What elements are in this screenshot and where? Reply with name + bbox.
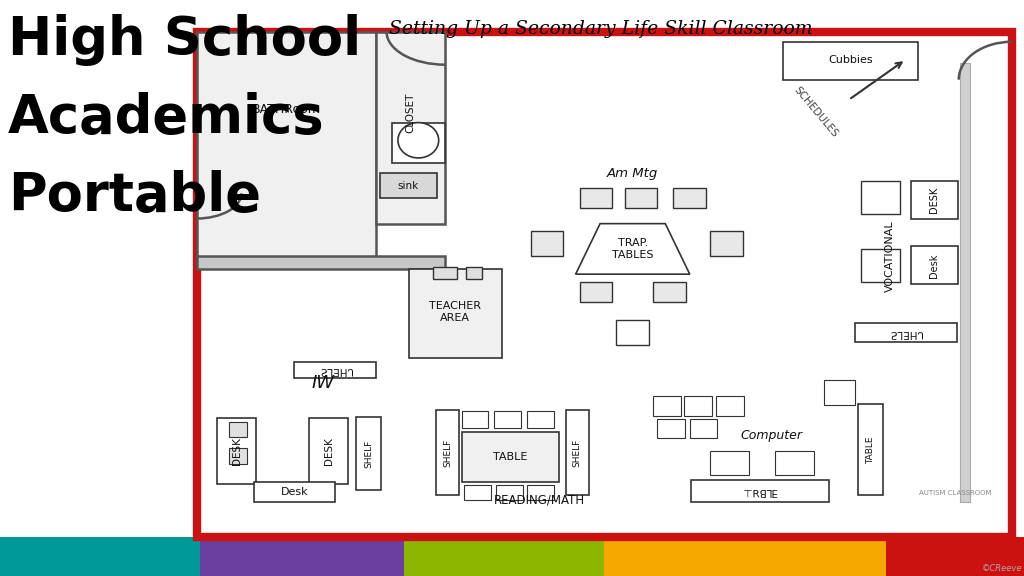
Text: SHELF: SHELF bbox=[572, 438, 582, 467]
Text: DESK: DESK bbox=[231, 437, 242, 465]
Bar bbox=[229, 422, 247, 437]
Bar bbox=[910, 181, 957, 218]
Bar bbox=[625, 188, 657, 209]
Bar bbox=[466, 267, 482, 279]
Bar bbox=[566, 410, 589, 495]
Text: SHELF: SHELF bbox=[365, 439, 373, 468]
Bar bbox=[392, 123, 445, 163]
Bar bbox=[254, 482, 335, 502]
Bar bbox=[910, 247, 957, 285]
Bar bbox=[433, 267, 458, 279]
Bar bbox=[710, 231, 742, 256]
Bar bbox=[530, 231, 563, 256]
Ellipse shape bbox=[398, 123, 438, 158]
Bar bbox=[462, 411, 488, 428]
Bar bbox=[716, 396, 743, 416]
Bar bbox=[653, 282, 686, 302]
Text: ©CReeve: ©CReeve bbox=[981, 564, 1022, 573]
Bar bbox=[616, 320, 649, 345]
Bar bbox=[526, 486, 554, 501]
Bar bbox=[674, 188, 707, 209]
Bar bbox=[436, 410, 459, 495]
Bar bbox=[404, 537, 604, 576]
Bar bbox=[690, 480, 829, 502]
Bar bbox=[580, 282, 612, 302]
Text: Desk: Desk bbox=[281, 487, 308, 498]
Text: TEACHER
AREA: TEACHER AREA bbox=[429, 301, 481, 323]
Bar bbox=[495, 411, 521, 428]
Bar bbox=[197, 32, 1012, 537]
Bar bbox=[775, 451, 814, 475]
Text: ᒐHELƧ: ᒐHELƧ bbox=[889, 328, 923, 338]
Text: DESK: DESK bbox=[929, 187, 939, 213]
Bar bbox=[783, 42, 918, 79]
Text: IW: IW bbox=[311, 374, 335, 392]
Bar bbox=[309, 418, 348, 484]
Bar bbox=[861, 181, 900, 214]
Bar bbox=[295, 362, 376, 378]
Text: ƎLBꓤ⊥: ƎLBꓤ⊥ bbox=[742, 486, 777, 497]
Text: sink: sink bbox=[398, 181, 419, 191]
Bar bbox=[229, 449, 247, 464]
Text: SHELF: SHELF bbox=[443, 438, 453, 467]
Text: Academics: Academics bbox=[8, 92, 325, 144]
Bar bbox=[961, 63, 970, 502]
Text: READING/MATH: READING/MATH bbox=[494, 494, 585, 506]
Bar bbox=[0, 537, 200, 576]
Bar bbox=[855, 323, 957, 342]
Bar bbox=[657, 419, 685, 438]
Bar bbox=[580, 188, 612, 209]
Bar bbox=[356, 417, 381, 490]
Bar bbox=[462, 432, 559, 482]
Text: SCHEDULES: SCHEDULES bbox=[793, 85, 840, 140]
Text: AUTISM CLASSROOM: AUTISM CLASSROOM bbox=[919, 490, 991, 497]
Text: Desk: Desk bbox=[929, 253, 939, 278]
Bar bbox=[496, 486, 522, 501]
Text: Cubbies: Cubbies bbox=[828, 55, 873, 66]
Text: Portable: Portable bbox=[8, 170, 261, 222]
Text: TABLE: TABLE bbox=[494, 452, 527, 462]
Text: High School: High School bbox=[8, 14, 361, 66]
Bar bbox=[684, 396, 712, 416]
Bar bbox=[197, 32, 376, 259]
Text: TABLE: TABLE bbox=[866, 436, 876, 464]
Bar bbox=[824, 380, 855, 406]
Bar bbox=[376, 32, 445, 223]
Bar bbox=[604, 537, 886, 576]
Bar bbox=[409, 269, 502, 358]
Bar bbox=[380, 173, 437, 198]
Text: Computer: Computer bbox=[740, 429, 802, 442]
Bar bbox=[710, 451, 750, 475]
Text: Setting Up a Secondary Life Skill Classroom: Setting Up a Secondary Life Skill Classr… bbox=[389, 20, 813, 38]
Bar bbox=[690, 419, 718, 438]
Text: ᒐHELƧ: ᒐHELƧ bbox=[318, 365, 351, 374]
Polygon shape bbox=[575, 223, 690, 274]
Text: CLOSET: CLOSET bbox=[406, 92, 415, 132]
Bar bbox=[858, 404, 883, 495]
Bar bbox=[217, 418, 256, 484]
Bar bbox=[197, 256, 445, 269]
Bar bbox=[200, 537, 404, 576]
Bar bbox=[464, 486, 490, 501]
Text: DESK: DESK bbox=[324, 437, 334, 465]
Text: BATHRoom: BATHRoom bbox=[252, 104, 321, 116]
Bar bbox=[886, 537, 1024, 576]
Bar bbox=[653, 396, 681, 416]
Text: TRAP.
TABLES: TRAP. TABLES bbox=[612, 238, 653, 260]
Text: VOCATIONAL: VOCATIONAL bbox=[885, 221, 894, 292]
Bar bbox=[526, 411, 554, 428]
Text: Am Mtg: Am Mtg bbox=[607, 166, 658, 180]
Bar bbox=[861, 249, 900, 282]
